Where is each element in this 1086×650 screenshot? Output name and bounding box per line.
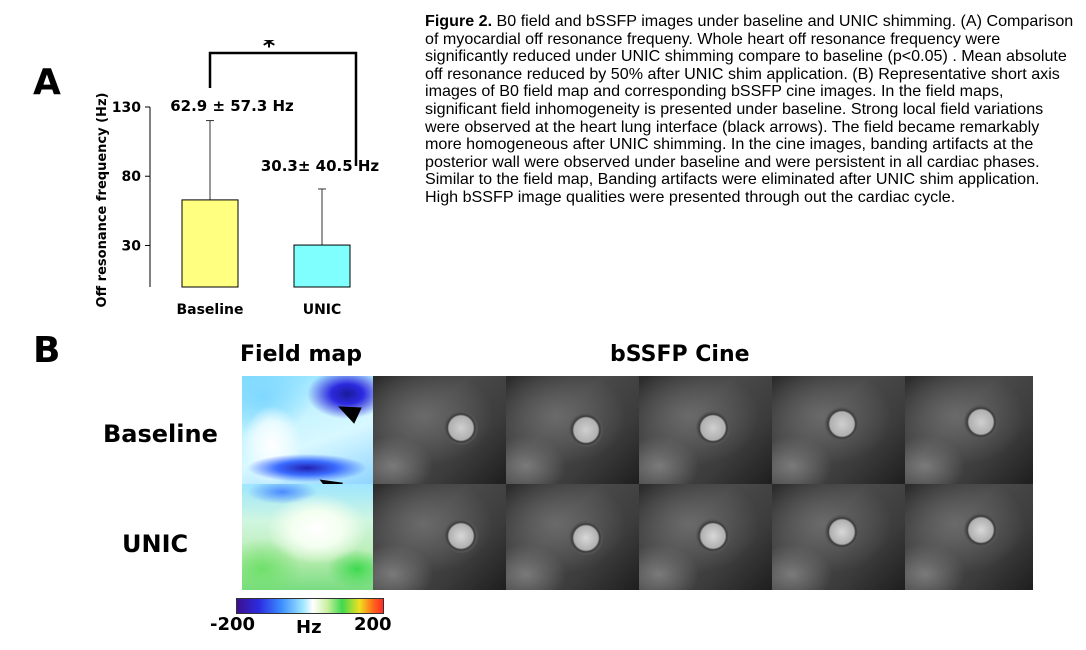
x-tick-label: Baseline (176, 302, 243, 318)
field-map-unic (242, 484, 373, 590)
colorbar (236, 598, 384, 614)
y-tick-label: 30 (122, 238, 142, 254)
field-map-baseline (242, 376, 373, 484)
cine-image (506, 484, 639, 590)
row-label-baseline: Baseline (103, 420, 218, 448)
y-axis-label: Off resonance frequency (Hz) (95, 93, 110, 308)
figure-caption: Figure 2. B0 field and bSSFP images unde… (425, 13, 1075, 207)
data-label: 30.3± 40.5 Hz (261, 157, 380, 175)
cine-image (639, 376, 772, 484)
panel-label-b: B (33, 330, 60, 371)
caption-label: Figure 2. (425, 12, 492, 30)
bar-chart: 30 80 130 Off resonance frequency (Hz) Basel… (60, 40, 420, 330)
cine-image (772, 484, 905, 590)
cine-image (905, 376, 1033, 484)
cine-image (905, 484, 1033, 590)
bar (294, 245, 350, 287)
colorbar-unit-label: Hz (296, 617, 322, 638)
cine-image (373, 376, 506, 484)
x-tick-label: UNIC (303, 302, 342, 318)
cine-image (639, 484, 772, 590)
caption-text: B0 field and bSSFP images under baseline… (425, 12, 1073, 206)
cine-title: bSSFP Cine (610, 342, 750, 367)
y-tick-label: 80 (122, 169, 142, 185)
panel-label-a: A (33, 62, 61, 103)
arrow-icon (315, 472, 343, 484)
y-tick-label: 130 (112, 100, 141, 116)
row-label-unic: UNIC (122, 530, 188, 558)
significance-marker: * (263, 40, 276, 60)
colorbar-max-label: 200 (354, 614, 392, 635)
cine-image (772, 376, 905, 484)
colorbar-min-label: -200 (210, 614, 255, 635)
cine-image (506, 376, 639, 484)
cine-image (373, 484, 506, 590)
data-label: 62.9 ± 57.3 Hz (170, 97, 294, 115)
field-map-title: Field map (240, 342, 362, 367)
arrow-icon (334, 398, 362, 424)
bar (182, 200, 238, 287)
